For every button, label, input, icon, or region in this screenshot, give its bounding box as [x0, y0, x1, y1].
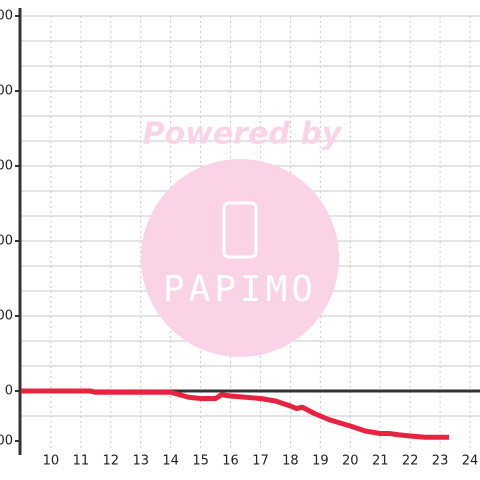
y-tick-label: 60,000 — [0, 234, 13, 249]
x-tick-label: 11 — [73, 454, 90, 469]
x-tick-label: 13 — [132, 454, 149, 469]
y-tick-label: -20,000 — [0, 434, 13, 449]
x-tick-label: 18 — [282, 454, 299, 469]
x-tick-label: 16 — [222, 454, 239, 469]
x-tick-label: 10 — [43, 454, 60, 469]
x-tick-label: 14 — [162, 454, 179, 469]
x-tick-label: 23 — [432, 454, 449, 469]
watermark-logo: PAPIMO — [163, 269, 317, 310]
x-tick-label: 24 — [462, 454, 479, 469]
data-line — [21, 388, 450, 440]
x-tick-label: 22 — [402, 454, 419, 469]
x-tick-label: 21 — [372, 454, 389, 469]
x-tick-label: 15 — [192, 454, 209, 469]
x-tick-label: 19 — [312, 454, 329, 469]
x-tick-label: 17 — [252, 454, 269, 469]
watermark-text: Powered by — [143, 117, 343, 152]
x-tick-label: 12 — [103, 454, 120, 469]
watermark-phone — [222, 201, 258, 259]
y-tick-label: 30,000 — [0, 309, 13, 324]
y-tick-label: 0 — [5, 384, 13, 399]
y-tick-label: 150,000 — [0, 9, 13, 24]
y-tick-label: 120,000 — [0, 84, 13, 99]
x-tick-label: 20 — [342, 454, 359, 469]
y-tick-label: 90,000 — [0, 159, 13, 174]
